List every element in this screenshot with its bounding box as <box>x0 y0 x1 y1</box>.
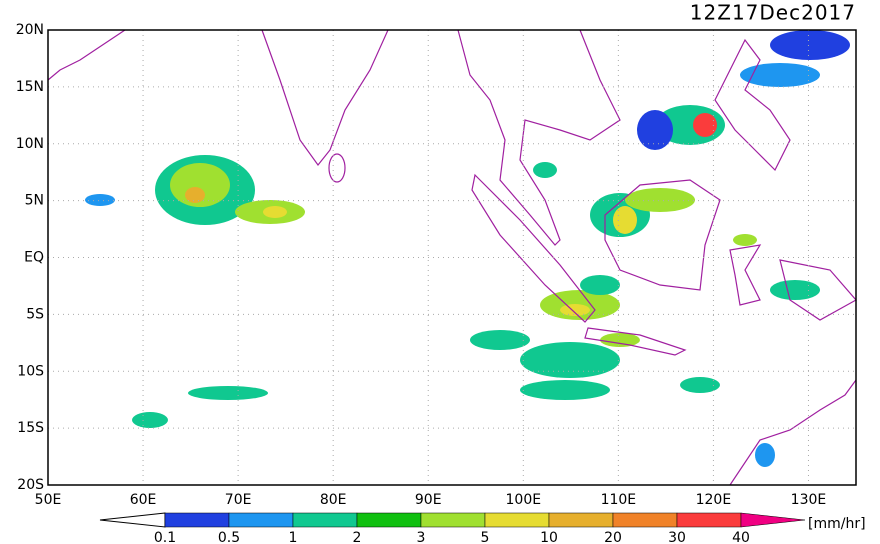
colorbar-box <box>164 512 230 528</box>
colorbar: 0.1 0.5 1 2 3 5 10 20 30 40 [mm/hr] <box>99 512 866 544</box>
x-tick-label: 100E <box>506 492 542 508</box>
axis-labels: 50E 60E 70E 80E 90E 100E 110E 120E 130E 20N 15N 10N… <box>16 22 827 508</box>
y-tick-label: 10N <box>16 136 44 152</box>
colorbar-unit: [mm/hr] <box>808 516 866 532</box>
precipitation <box>85 30 850 467</box>
y-tick-label: 5S <box>26 306 44 322</box>
colorbar-label: 5 <box>481 530 490 544</box>
colorbar-box <box>612 512 678 528</box>
x-tick-label: 120E <box>696 492 732 508</box>
colorbar-box <box>548 512 614 528</box>
colorbar-box <box>228 512 294 528</box>
y-tick-label: 20S <box>17 477 44 493</box>
y-tick-label: 5N <box>25 193 44 209</box>
colorbar-label: 1 <box>289 530 298 544</box>
colorbar-label: 20 <box>604 530 622 544</box>
y-tick-label: 15S <box>17 420 44 436</box>
colorbar-label: 0.5 <box>218 530 240 544</box>
x-tick-label: 70E <box>225 492 252 508</box>
colorbar-box <box>420 512 486 528</box>
map-title: 12Z17Dec2017 <box>690 1 856 25</box>
colorbar-label: 30 <box>668 530 686 544</box>
colorbar-label: 10 <box>540 530 558 544</box>
x-tick-label: 80E <box>320 492 347 508</box>
colorbar-box <box>292 512 358 528</box>
colorbar-label: 3 <box>417 530 426 544</box>
colorbar-high <box>740 512 806 528</box>
colorbar-label: 2 <box>353 530 362 544</box>
coastlines <box>47 29 857 486</box>
x-tick-label: 50E <box>35 492 62 508</box>
x-tick-label: 130E <box>791 492 827 508</box>
x-tick-label: 60E <box>130 492 157 508</box>
graticule <box>48 30 856 485</box>
y-tick-label: 15N <box>16 79 44 95</box>
x-tick-label: 110E <box>601 492 637 508</box>
colorbar-label: 40 <box>732 530 750 544</box>
colorbar-low <box>99 512 166 528</box>
y-tick-label: 20N <box>16 22 44 38</box>
y-tick-label: EQ <box>24 250 44 266</box>
colorbar-box <box>484 512 550 528</box>
y-tick-label: 10S <box>17 363 44 379</box>
x-tick-label: 90E <box>415 492 442 508</box>
colorbar-box <box>676 512 742 528</box>
map-frame <box>47 29 857 486</box>
colorbar-box <box>356 512 422 528</box>
colorbar-label: 0.1 <box>154 530 176 544</box>
